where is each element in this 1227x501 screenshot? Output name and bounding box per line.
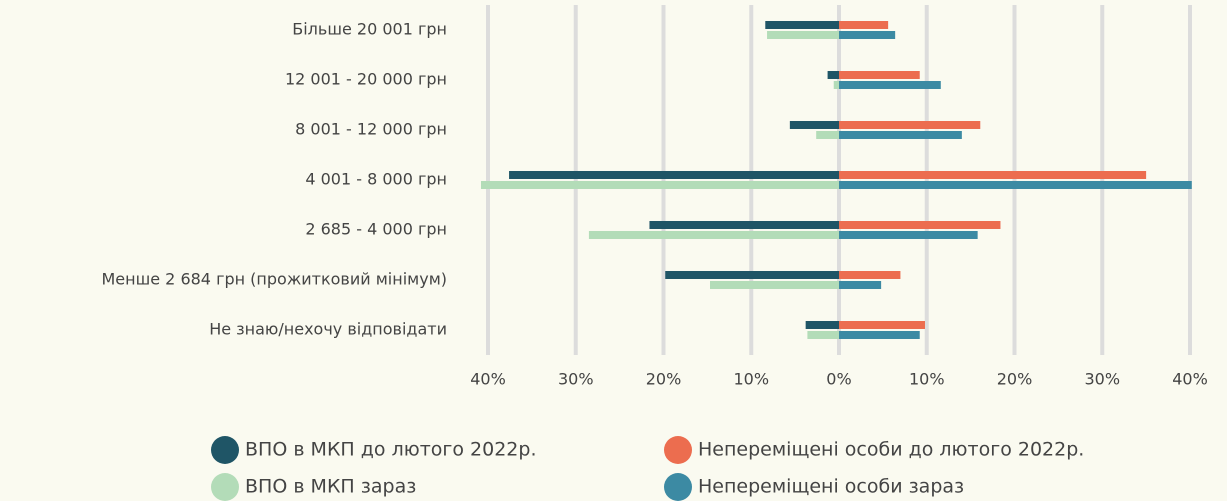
- bar: [649, 221, 839, 229]
- bar: [839, 21, 889, 29]
- legend-label: ВПО в МКП до лютого 2022р.: [245, 439, 537, 461]
- bar: [765, 21, 839, 29]
- y-tick-label: Менше 2 684 грн (прожитковий мінімум): [102, 270, 448, 289]
- bar: [833, 81, 839, 89]
- bar: [767, 31, 839, 39]
- x-tick-label: 10%: [733, 370, 769, 389]
- bar: [480, 181, 839, 189]
- bar: [839, 181, 1192, 189]
- bar: [839, 71, 920, 79]
- bar: [816, 131, 839, 139]
- y-tick-label: 12 001 - 20 000 грн: [285, 70, 447, 89]
- legend-label: Непереміщені особи до лютого 2022р.: [698, 439, 1084, 461]
- bar: [839, 131, 962, 139]
- bar: [839, 121, 981, 129]
- bar: [665, 271, 839, 279]
- x-tick-label: 30%: [558, 370, 594, 389]
- y-tick-label: 4 001 - 8 000 грн: [305, 170, 447, 189]
- bar: [839, 271, 901, 279]
- x-tick-label: 40%: [1172, 370, 1208, 389]
- bar: [839, 31, 896, 39]
- bar: [839, 81, 941, 89]
- y-tick-label: 8 001 - 12 000 грн: [295, 120, 447, 139]
- y-tick-label: Не знаю/нехочу відповідати: [209, 320, 447, 339]
- bar: [839, 281, 882, 289]
- x-tick-label: 40%: [470, 370, 506, 389]
- x-tick-label: 20%: [997, 370, 1033, 389]
- bar: [827, 71, 839, 79]
- legend-swatch: [211, 473, 239, 501]
- bar: [805, 321, 839, 329]
- bar: [839, 321, 925, 329]
- legend-swatch: [664, 473, 692, 501]
- bar: [839, 171, 1147, 179]
- bar: [789, 121, 839, 129]
- legend-label: ВПО в МКП зараз: [245, 476, 416, 498]
- x-tick-label: 0%: [826, 370, 851, 389]
- x-tick-label: 20%: [646, 370, 682, 389]
- x-tick-label: 10%: [909, 370, 945, 389]
- bar: [509, 171, 839, 179]
- bar: [588, 231, 839, 239]
- x-tick-label: 30%: [1084, 370, 1120, 389]
- y-tick-label: 2 685 - 4 000 грн: [305, 220, 447, 239]
- bar: [710, 281, 839, 289]
- bar: [839, 331, 920, 339]
- bar: [807, 331, 839, 339]
- bar: [839, 221, 1001, 229]
- legend-swatch: [211, 436, 239, 464]
- legend-label: Непереміщені особи зараз: [698, 476, 964, 498]
- legend-swatch: [664, 436, 692, 464]
- y-tick-label: Більше 20 001 грн: [292, 20, 447, 39]
- bar: [839, 231, 978, 239]
